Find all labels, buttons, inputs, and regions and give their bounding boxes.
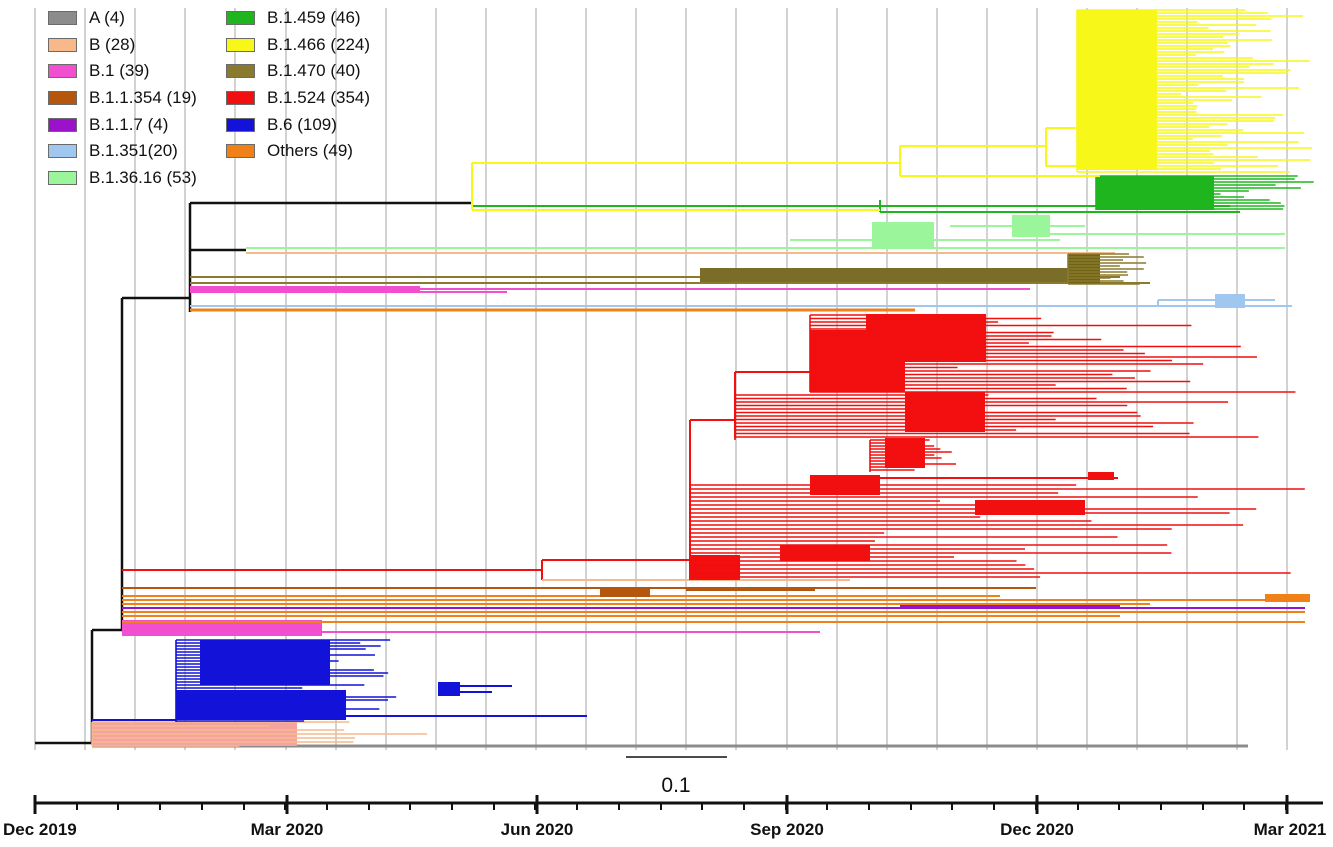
legend-swatch xyxy=(226,38,255,52)
tree-clade-block-b1524 xyxy=(1088,472,1114,480)
timeline-tick-label: Jun 2020 xyxy=(501,820,574,839)
tree-clade-block-b1524 xyxy=(810,475,880,495)
legend-swatch xyxy=(226,118,255,132)
legend-item-b1351: B.1.351(20) xyxy=(48,139,178,163)
tree-clade-block-b1351 xyxy=(1215,294,1245,308)
legend-item-b117: B.1.1.7 (4) xyxy=(48,113,168,137)
legend-swatch xyxy=(48,11,77,25)
legend-swatch xyxy=(226,11,255,25)
legend-swatch xyxy=(48,118,77,132)
tree-clade-block-b11354 xyxy=(600,588,650,597)
legend-item-others: Others (49) xyxy=(226,139,353,163)
tree-clade-block-b1459 xyxy=(1096,176,1214,210)
legend-label: B.1.1.7 (4) xyxy=(89,115,169,134)
legend-label: B.1 (39) xyxy=(89,61,150,80)
timeline-tick-label: Mar 2020 xyxy=(251,820,324,839)
timeline-tick-label: Sep 2020 xyxy=(750,820,824,839)
legend-item-a: A (4) xyxy=(48,6,125,30)
legend-swatch xyxy=(48,144,77,158)
tree-clade-block-b13616 xyxy=(872,222,934,248)
legend-label: B.1.466 (224) xyxy=(267,35,371,54)
legend-item-b1470: B.1.470 (40) xyxy=(226,59,361,83)
legend-label: B.1.1.354 (19) xyxy=(89,88,197,107)
legend-swatch xyxy=(226,64,255,78)
legend-swatch xyxy=(48,171,77,185)
legend-item-b13616: B.1.36.16 (53) xyxy=(48,166,197,190)
legend-item-b1: B.1 (39) xyxy=(48,59,149,83)
legend-label: B.1.524 (354) xyxy=(267,88,371,107)
legend-label: A (4) xyxy=(89,8,125,27)
legend-swatch xyxy=(48,64,77,78)
tree-clade-block-b6 xyxy=(200,640,330,685)
legend-item-b1524: B.1.524 (354) xyxy=(226,86,370,110)
legend-item-b1466: B.1.466 (224) xyxy=(226,33,370,57)
legend-label: B (28) xyxy=(89,35,136,54)
tree-clade-block-b1524 xyxy=(780,545,870,561)
tree-clade-block-b1524 xyxy=(690,555,740,580)
timeline-tick-label: Dec 2020 xyxy=(1000,820,1074,839)
legend-label: B.6 (109) xyxy=(267,115,337,134)
legend-swatch xyxy=(226,91,255,105)
legend-item-b: B (28) xyxy=(48,33,135,57)
legend-label: B.1.459 (46) xyxy=(267,8,361,27)
tree-clade-block-b1 xyxy=(190,286,420,292)
tree-clade-block-b1470 xyxy=(700,268,1095,282)
timeline-tick-label: Dec 2019 xyxy=(3,820,77,839)
tree-clade-block-b6 xyxy=(438,682,460,696)
scale-bar-label: 0.1 xyxy=(661,774,690,797)
legend-label: B.1.36.16 (53) xyxy=(89,168,197,187)
legend-label: B.1.470 (40) xyxy=(267,61,361,80)
timeline-tick-label: Mar 2021 xyxy=(1254,820,1327,839)
legend-label: Others (49) xyxy=(267,141,353,160)
legend-swatch xyxy=(48,91,77,105)
tree-clade-block-b1524 xyxy=(975,500,1085,515)
legend-swatch xyxy=(48,38,77,52)
legend-swatch xyxy=(226,144,255,158)
legend-item-b1459: B.1.459 (46) xyxy=(226,6,361,30)
tree-clade-block-others xyxy=(1265,594,1310,602)
legend-item-b11354: B.1.1.354 (19) xyxy=(48,86,197,110)
legend-label: B.1.351(20) xyxy=(89,141,178,160)
legend-item-b6: B.6 (109) xyxy=(226,113,337,137)
lineage-legend: A (4) B (28) B.1 (39) B.1.1.354 (19) B.1… xyxy=(0,4,420,194)
